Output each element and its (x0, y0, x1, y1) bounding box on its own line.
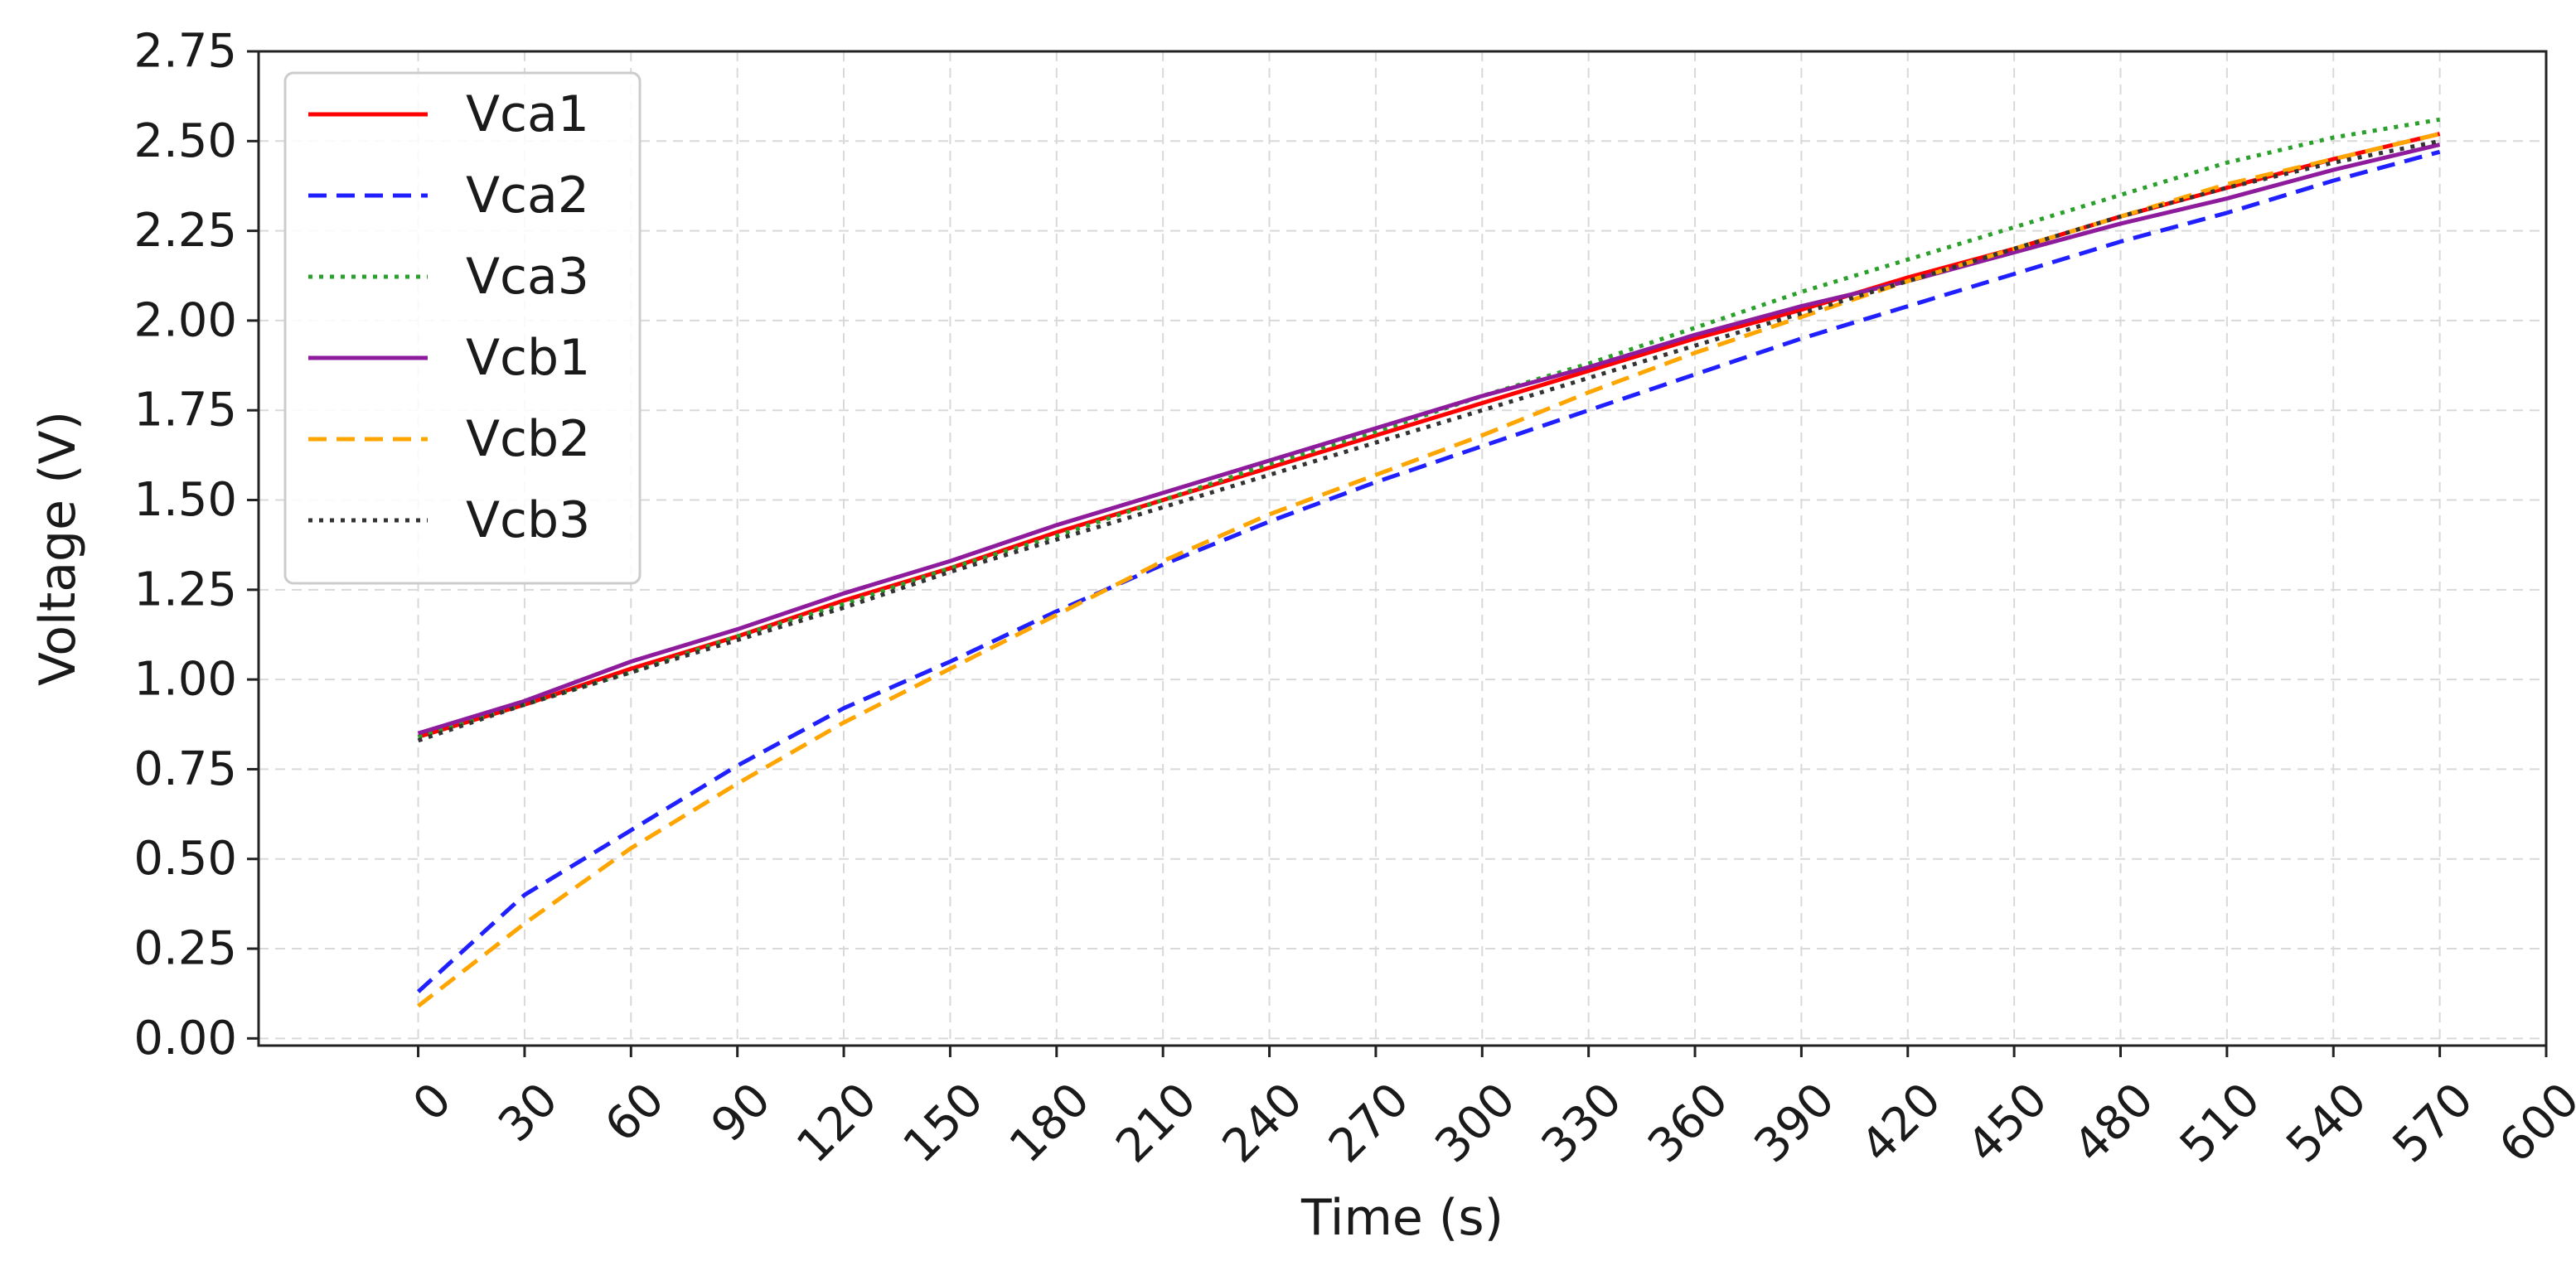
legend-label-vca1: Vca1 (466, 85, 589, 143)
legend: Vca1 Vca2 Vca3 Vcb1 Vcb2 Vcb3 (283, 71, 642, 585)
series-line-vcb3 (417, 138, 2441, 743)
y-axis-label: Voltage (V) (29, 411, 87, 686)
y-tick-label: 0.00 (133, 1012, 237, 1065)
series-lines (416, 117, 2441, 1008)
legend-label-vcb2: Vcb2 (466, 410, 590, 468)
legend-label-vca3: Vca3 (466, 248, 589, 306)
legend-label-vcb3: Vcb3 (466, 491, 590, 549)
y-tick-label: 2.50 (133, 114, 237, 168)
y-tick-label: 0.25 (133, 922, 237, 976)
legend-label-vca2: Vca2 (466, 167, 589, 225)
legend-box (283, 71, 642, 585)
y-tick-label: 1.50 (133, 473, 237, 527)
y-tick-label: 0.75 (133, 742, 237, 796)
y-tick-label: 2.00 (133, 293, 237, 347)
series-line-vca3 (417, 117, 2441, 739)
legend-label-vcb1: Vcb1 (466, 329, 590, 387)
y-tick-label: 1.00 (133, 653, 237, 707)
plot-frame (257, 50, 2548, 1047)
x-axis-label: Time (s) (1300, 1189, 1503, 1247)
y-tick-label: 2.25 (133, 204, 237, 258)
series-line-vcb1 (417, 143, 2441, 736)
y-tick-label: 1.25 (133, 563, 237, 616)
y-tick-label: 2.75 (133, 25, 237, 79)
y-tick-label: 1.75 (133, 384, 237, 437)
y-tick-label: 0.50 (133, 832, 237, 886)
series-line-vcb2 (417, 132, 2441, 1008)
